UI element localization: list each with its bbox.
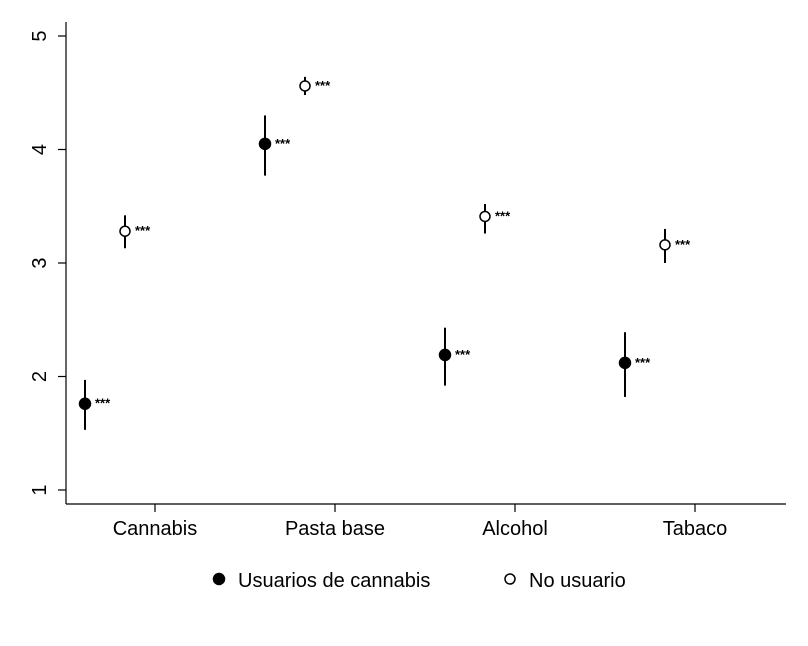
- legend-marker-hollow: [504, 573, 516, 585]
- significance-label: ***: [95, 396, 111, 411]
- legend-marker-filled: [212, 572, 226, 586]
- y-axis: 1 2 3 4 5: [29, 22, 67, 504]
- point-hollow: [119, 225, 131, 237]
- significance-label: ***: [275, 136, 291, 151]
- x-tick-label: Tabaco: [663, 518, 728, 540]
- y-tick-label: 3: [29, 257, 51, 268]
- significance-label: ***: [675, 237, 691, 252]
- y-tick-label: 2: [29, 371, 51, 382]
- point-filled: [438, 348, 452, 362]
- point-hollow: [659, 239, 671, 251]
- x-axis: Cannabis Pasta base Alcohol Tabaco: [66, 503, 786, 540]
- plot-area: *** *** *** *** *** *** *** ***: [78, 76, 691, 430]
- significance-label: ***: [495, 208, 511, 223]
- significance-label: ***: [135, 223, 151, 238]
- y-ticks: 1 2 3 4 5: [29, 30, 66, 496]
- legend: Usuarios de cannabis No usuario: [212, 570, 626, 592]
- y-tick-label: 1: [29, 484, 51, 495]
- point-hollow: [299, 80, 311, 92]
- legend-label-no-usuario: No usuario: [529, 570, 626, 592]
- point-hollow: [479, 210, 491, 223]
- y-tick-label: 5: [29, 30, 51, 41]
- point-filled: [618, 356, 632, 370]
- x-tick-label: Cannabis: [113, 518, 198, 540]
- y-tick-label: 4: [29, 144, 51, 155]
- x-tick-label: Pasta base: [285, 518, 385, 540]
- x-tick-label: Alcohol: [482, 518, 548, 540]
- point-filled: [78, 397, 92, 410]
- significance-label: ***: [635, 355, 651, 370]
- point-filled: [258, 137, 272, 151]
- significance-label: ***: [315, 78, 331, 93]
- significance-label: ***: [455, 347, 471, 362]
- legend-label-usuarios: Usuarios de cannabis: [238, 570, 430, 592]
- legend-item-usuarios: Usuarios de cannabis: [212, 570, 430, 592]
- x-ticks: Cannabis Pasta base Alcohol Tabaco: [113, 504, 728, 540]
- legend-item-no-usuario: No usuario: [504, 570, 626, 592]
